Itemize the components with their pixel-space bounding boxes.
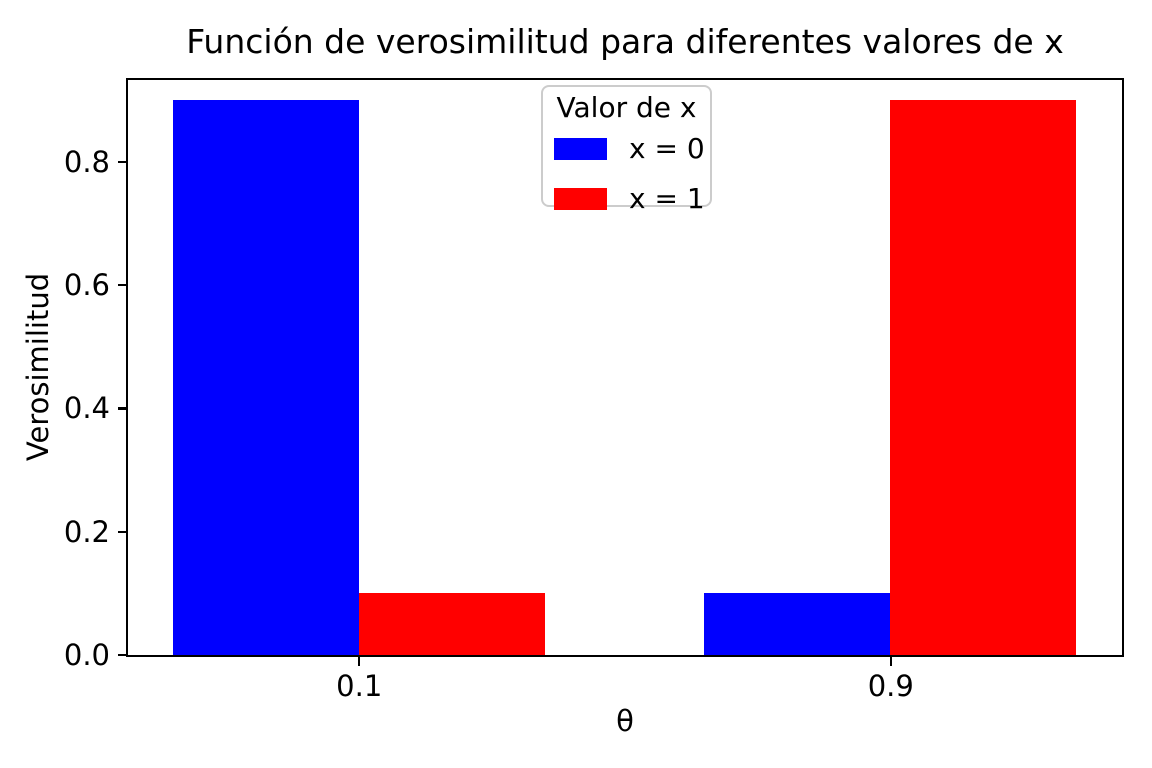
legend-entry-label: x = 0 bbox=[629, 132, 705, 165]
x-tick-label: 0.1 bbox=[336, 669, 383, 703]
legend-row: x = 0 bbox=[543, 134, 710, 164]
y-tick-mark bbox=[117, 160, 128, 164]
y-tick-label: 0.8 bbox=[63, 144, 110, 179]
chart-title: Función de verosimilitud para diferentes… bbox=[186, 22, 1064, 61]
legend-items: x = 0 x = 1 bbox=[543, 134, 710, 214]
x-tick-mark bbox=[358, 655, 361, 666]
y-tick-mark bbox=[117, 653, 128, 657]
bar-series0-cat0 bbox=[172, 99, 359, 655]
y-tick-label: 0.2 bbox=[63, 514, 110, 549]
legend-title: Valor de x bbox=[556, 91, 697, 124]
x-axis-label: θ bbox=[616, 704, 634, 738]
y-tick-mark bbox=[117, 284, 128, 287]
x-tick-mark bbox=[889, 655, 892, 666]
bar-series1-cat1 bbox=[890, 99, 1077, 655]
bar-series0-cat1 bbox=[704, 593, 891, 655]
y-tick-mark bbox=[117, 530, 128, 533]
legend-swatch-series0 bbox=[554, 138, 607, 160]
legend-row: x = 1 bbox=[543, 184, 710, 214]
bar-series1-cat0 bbox=[358, 593, 545, 655]
y-axis-label: Verosimilitud bbox=[21, 272, 55, 462]
x-tick-label: 0.9 bbox=[867, 669, 914, 703]
y-tick-mark bbox=[117, 407, 128, 410]
legend-swatch-series1 bbox=[554, 188, 607, 210]
legend: Valor de x x = 0 x = 1 bbox=[541, 85, 712, 214]
y-tick-label: 0.0 bbox=[63, 638, 110, 672]
legend-entry-label: x = 1 bbox=[629, 182, 705, 215]
y-tick-label: 0.4 bbox=[63, 391, 110, 426]
y-tick-label: 0.6 bbox=[63, 268, 110, 303]
